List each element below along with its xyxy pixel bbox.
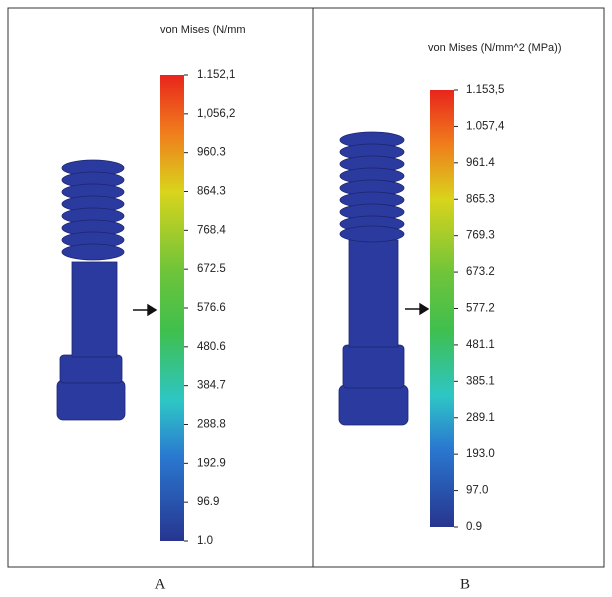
- colorbar: [160, 75, 184, 541]
- tick-label: 480.6: [197, 341, 226, 353]
- tick-label: 864.3: [197, 186, 226, 198]
- tick-label: 384.7: [197, 380, 226, 392]
- tick-label: 192.9: [197, 457, 226, 469]
- tick-label: 1.057,4: [466, 120, 505, 132]
- tick-label: 481.1: [466, 339, 495, 351]
- tick-label: 1.153,5: [466, 84, 504, 96]
- arrow: [405, 304, 428, 314]
- panel-caption: A: [155, 576, 166, 592]
- legend-title: von Mises (N/mm: [160, 24, 246, 36]
- tick-label: 193.0: [466, 448, 495, 460]
- panel-caption: B: [460, 576, 470, 592]
- tick-label: 0.9: [466, 521, 482, 533]
- tick-label: 769.3: [466, 230, 495, 242]
- screw-model: [339, 132, 408, 425]
- arrow: [133, 305, 156, 315]
- tick-label: 385.1: [466, 375, 495, 387]
- tick-label: 865.3: [466, 193, 495, 205]
- tick-label: 961.4: [466, 157, 495, 169]
- tick-label: 289.1: [466, 412, 495, 424]
- tick-label: 97.0: [466, 485, 488, 497]
- page: {"panels": [ {"caption": "A", "legend_ti…: [0, 0, 612, 597]
- legend-title: von Mises (N/mm^2 (MPa)): [428, 42, 562, 54]
- figure: von Mises (N/mm 1.152,1 1,056,2 960.3 864.3 7…: [0, 0, 612, 597]
- colorbar: [430, 90, 454, 527]
- tick-label: 1.0: [197, 535, 213, 547]
- tick-label: 768.4: [197, 224, 226, 236]
- tick-label: 96.9: [197, 496, 219, 508]
- tick-label: 288.8: [197, 419, 226, 431]
- tick-label: 577.2: [466, 303, 495, 315]
- tick-label: 1,056,2: [197, 108, 235, 120]
- tick-label: 672.5: [197, 263, 226, 275]
- tick-label: 960.3: [197, 147, 226, 159]
- tick-label: 673.2: [466, 266, 495, 278]
- screw-model: [57, 160, 125, 420]
- tick-label: 1.152,1: [197, 69, 235, 81]
- tick-label: 576.6: [197, 302, 226, 314]
